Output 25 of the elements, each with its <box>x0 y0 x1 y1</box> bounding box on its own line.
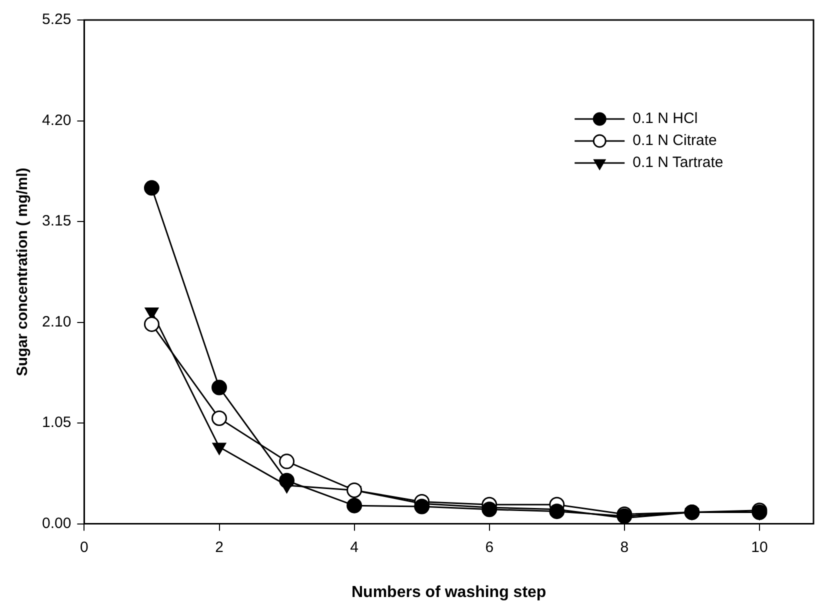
x-tick-label: 0 <box>80 538 88 556</box>
x-tick-label: 2 <box>215 538 224 556</box>
y-tick-label: 1.05 <box>42 414 72 432</box>
point <box>346 482 362 498</box>
point <box>279 454 295 470</box>
y-tick-label: 3.15 <box>42 212 72 230</box>
x-tick-label: 8 <box>620 538 629 556</box>
y-tick-label: 0.00 <box>42 514 72 532</box>
point <box>144 316 160 332</box>
x-tick-label: 10 <box>751 538 768 556</box>
x-tick-label: 6 <box>485 538 494 556</box>
y-tick-label: 2.10 <box>42 313 72 330</box>
point <box>212 380 227 396</box>
y-tick-label: 5.25 <box>42 11 72 28</box>
x-axis-title: Numbers of washing step <box>351 584 546 601</box>
legend-label: 0.1 N Tartrate <box>632 154 724 172</box>
x-tick-label: 4 <box>350 538 358 556</box>
point <box>279 472 295 488</box>
y-tick-label: 4.20 <box>42 112 72 129</box>
legend-label: 0.1 N HCl <box>632 110 698 128</box>
point <box>144 180 160 196</box>
point <box>212 410 227 426</box>
point <box>346 498 362 514</box>
y-axis-title: Sugar concentration ( mg/ml) <box>14 168 32 376</box>
legend-label: 0.1 N Citrate <box>632 132 717 150</box>
